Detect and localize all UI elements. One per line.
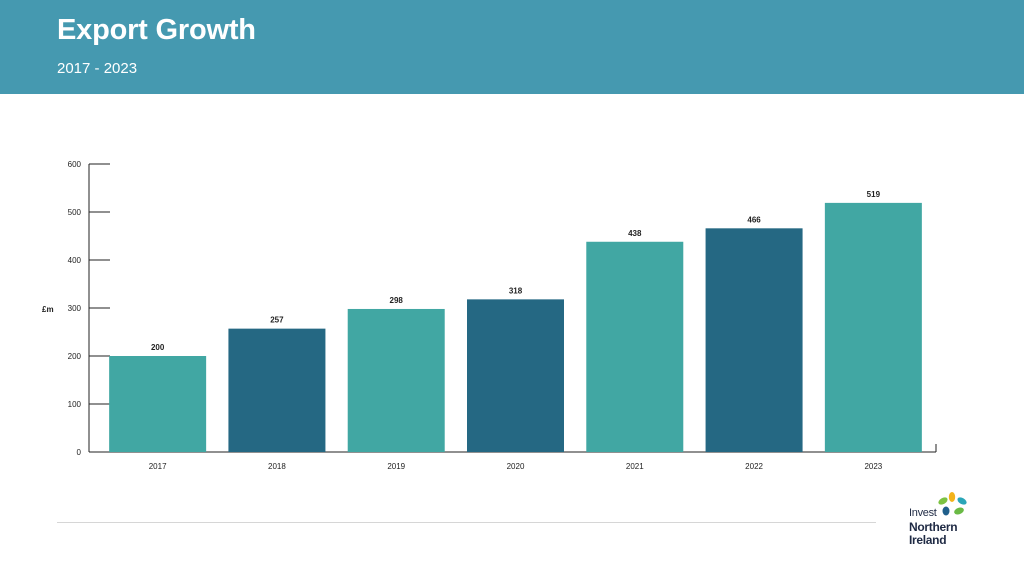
bar-2020 (467, 299, 564, 452)
y-tick-label: 600 (68, 160, 82, 169)
bar-2019 (347, 308, 445, 452)
y-axis: 0 100 200 300 400 500 600 (68, 160, 110, 457)
page-title: Export Growth (57, 14, 256, 46)
bar-2021 (586, 241, 684, 452)
bar-2018 (228, 328, 326, 452)
x-tick-label: 2023 (864, 462, 882, 471)
x-tick-label: 2021 (626, 462, 644, 471)
logo-mark-icon (938, 492, 967, 516)
bar-value-label: 438 (628, 229, 642, 238)
y-tick-label: 500 (68, 208, 82, 217)
x-tick-label: 2017 (149, 462, 167, 471)
page-subtitle: 2017 - 2023 (57, 60, 138, 77)
header-banner: Export Growth 2017 - 2023 (0, 0, 1024, 94)
bar-value-label: 200 (151, 343, 165, 352)
logo-text-ireland: Ireland (909, 533, 947, 547)
x-tick-label: 2022 (745, 462, 763, 471)
x-tick-label: 2019 (387, 462, 405, 471)
x-tick-label: 2018 (268, 462, 286, 471)
bar-2017 (109, 356, 207, 452)
y-tick-label: 200 (68, 352, 82, 361)
logo-text-invest: Invest (909, 507, 937, 519)
bar-value-label: 257 (270, 316, 284, 325)
logo-text-northern: Northern (909, 520, 958, 534)
bar-value-label: 318 (509, 286, 523, 295)
y-tick-label: 100 (68, 400, 82, 409)
bar-value-label: 298 (390, 296, 404, 305)
x-tick-label: 2020 (507, 462, 525, 471)
y-axis-label: £m (42, 305, 54, 314)
bar-2023 (824, 202, 922, 452)
bar-value-label: 519 (867, 190, 881, 199)
y-tick-label: 400 (68, 256, 82, 265)
bars-group: 200 257 298 318 438 466 519 (109, 190, 922, 452)
invest-ni-logo: Invest Northern Ireland (903, 490, 983, 550)
export-growth-bar-chart: 0 100 200 300 400 500 600 2017 2018 2019 2020 2021… (42, 160, 937, 471)
y-tick-label: 0 (77, 448, 82, 457)
y-tick-label: 300 (68, 304, 82, 313)
bar-2022 (705, 228, 803, 452)
bar-value-label: 466 (747, 215, 761, 224)
footer-divider (57, 522, 876, 523)
